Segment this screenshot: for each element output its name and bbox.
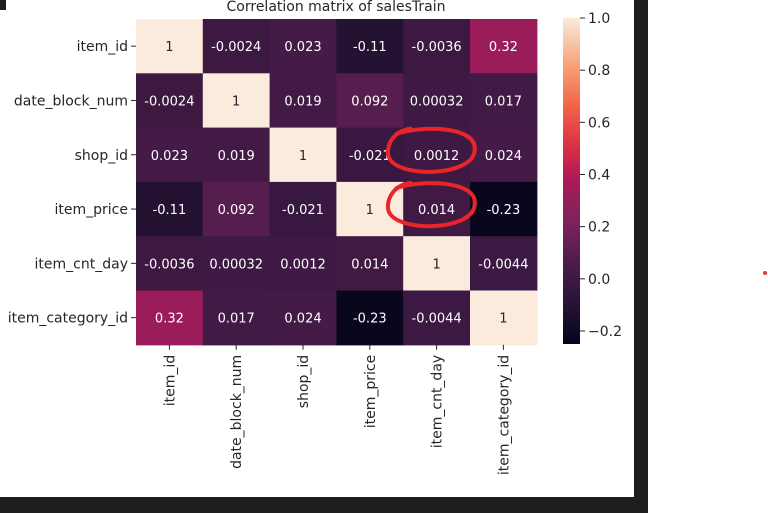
cell-value-label: -0.0044 [478,257,528,272]
y-tick-label: item_id [77,39,128,55]
heatmap-cell [136,236,204,292]
heatmap-cell [470,127,538,183]
x-tick-label: shop_id [296,355,312,408]
cell-value-label: 0.019 [218,149,255,164]
cell-value-label: 1 [432,257,440,272]
cell-value-label: -0.11 [353,40,387,55]
y-tick-label: item_cnt_day [35,256,128,272]
heatmap-cell [403,236,471,292]
heatmap-cell [403,19,471,74]
cell-value-label: -0.0036 [144,257,194,272]
heatmap-cell [470,290,538,346]
cell-value-label: 0.023 [284,40,321,55]
cell-value-label: 0.092 [351,94,388,109]
cell-value-label: -0.0024 [144,94,194,109]
cell-value-label: -0.11 [153,203,187,218]
colorbar-tick-label: 0.6 [588,115,610,131]
cell-value-label: 0.017 [485,94,522,109]
dark-frame-right [634,0,648,513]
cell-value-label: -0.23 [353,312,387,327]
y-tick-label: shop_id [75,148,128,164]
red-dot-mark [763,271,767,275]
heatmap-cell [202,127,271,183]
heatmap-cell [202,290,271,346]
x-tick-label: item_cnt_day [430,355,446,448]
heatmap-cell [269,73,337,129]
cell-value-label: 0.014 [351,257,388,272]
red-circle-annotation [385,126,477,174]
heatmap-cell [336,236,404,292]
heatmap-cell [136,73,204,129]
y-tick-label: date_block_num [14,93,128,109]
cell-value-label: 0.014 [418,203,455,218]
cell-value-label: 0.017 [218,312,255,327]
colorbar-tick-label: 0.0 [588,272,610,288]
cell-value-label: 0.024 [485,149,522,164]
heatmap-cell [336,290,404,346]
colorbar-tick-label: −0.2 [588,324,622,340]
x-tick-label: date_block_num [229,355,245,469]
dark-frame-bottom [0,497,648,513]
heatmap-cell [470,19,538,74]
colorbar [563,18,580,344]
colorbar-tick-label: 0.8 [588,63,610,79]
heatmap-cell [136,127,204,183]
colorbar-tick-label: 0.4 [588,167,610,183]
heatmap-cell [269,236,337,292]
heatmap-cell [202,73,271,129]
cell-value-label: 1 [165,40,173,55]
cell-value-label: -0.0044 [412,312,462,327]
cell-value-label: 0.00032 [209,257,263,272]
x-tick-label: item_price [363,355,379,428]
cell-value-label: 0.32 [489,40,518,55]
heatmap-cell [136,181,204,237]
cell-value-label: 0.00032 [410,94,464,109]
cell-value-label: 0.0012 [414,149,460,164]
y-tick-label: item_category_id [8,311,128,327]
heatmap-cell [269,181,337,237]
heatmap-cell [470,73,538,129]
heatmap-cell [269,290,337,346]
heatmap-cell [403,290,471,346]
heatmap-cell [136,290,204,346]
heatmap-cell [269,127,337,183]
heatmap-cell [202,181,271,237]
cell-value-label: -0.021 [349,149,391,164]
y-tick-label: item_price [55,202,128,218]
x-tick-label: item_id [162,355,178,406]
cell-value-label: 0.019 [284,94,321,109]
correlation-heatmap: Correlation matrix of salesTrain 1 -0.002… [8,0,622,475]
heatmap-cell [470,181,538,237]
heatmap-cell [136,19,204,74]
colorbar-tick-label: 1.0 [588,11,610,27]
red-circle-annotation [385,181,477,229]
chart-title: Correlation matrix of salesTrain [227,0,446,15]
heatmap-cell [336,73,404,129]
cell-value-label: 0.32 [155,312,184,327]
heatmap-cell [202,236,271,292]
heatmap-cell [269,19,337,74]
heatmap-cell [470,236,538,292]
cell-value-label: 1 [499,312,507,327]
x-tick-label: item_category_id [496,355,512,475]
cell-value-label: 1 [366,203,374,218]
page-edge-marker [0,0,6,10]
cell-value-label: 0.092 [218,203,255,218]
cell-value-label: 1 [299,149,307,164]
cell-value-label: -0.0036 [412,40,462,55]
heatmap-cell [403,73,471,129]
cell-value-label: 0.024 [284,312,321,327]
heatmap-cell [202,19,271,74]
cell-value-label: -0.0024 [211,40,261,55]
colorbar-tick-label: 0.2 [588,220,610,236]
cell-value-label: 0.0012 [280,257,326,272]
cell-value-label: 0.023 [151,149,188,164]
heatmap-cell [336,19,404,74]
cell-value-label: 1 [232,94,240,109]
cell-value-label: -0.021 [282,203,324,218]
cell-value-label: -0.23 [487,203,521,218]
